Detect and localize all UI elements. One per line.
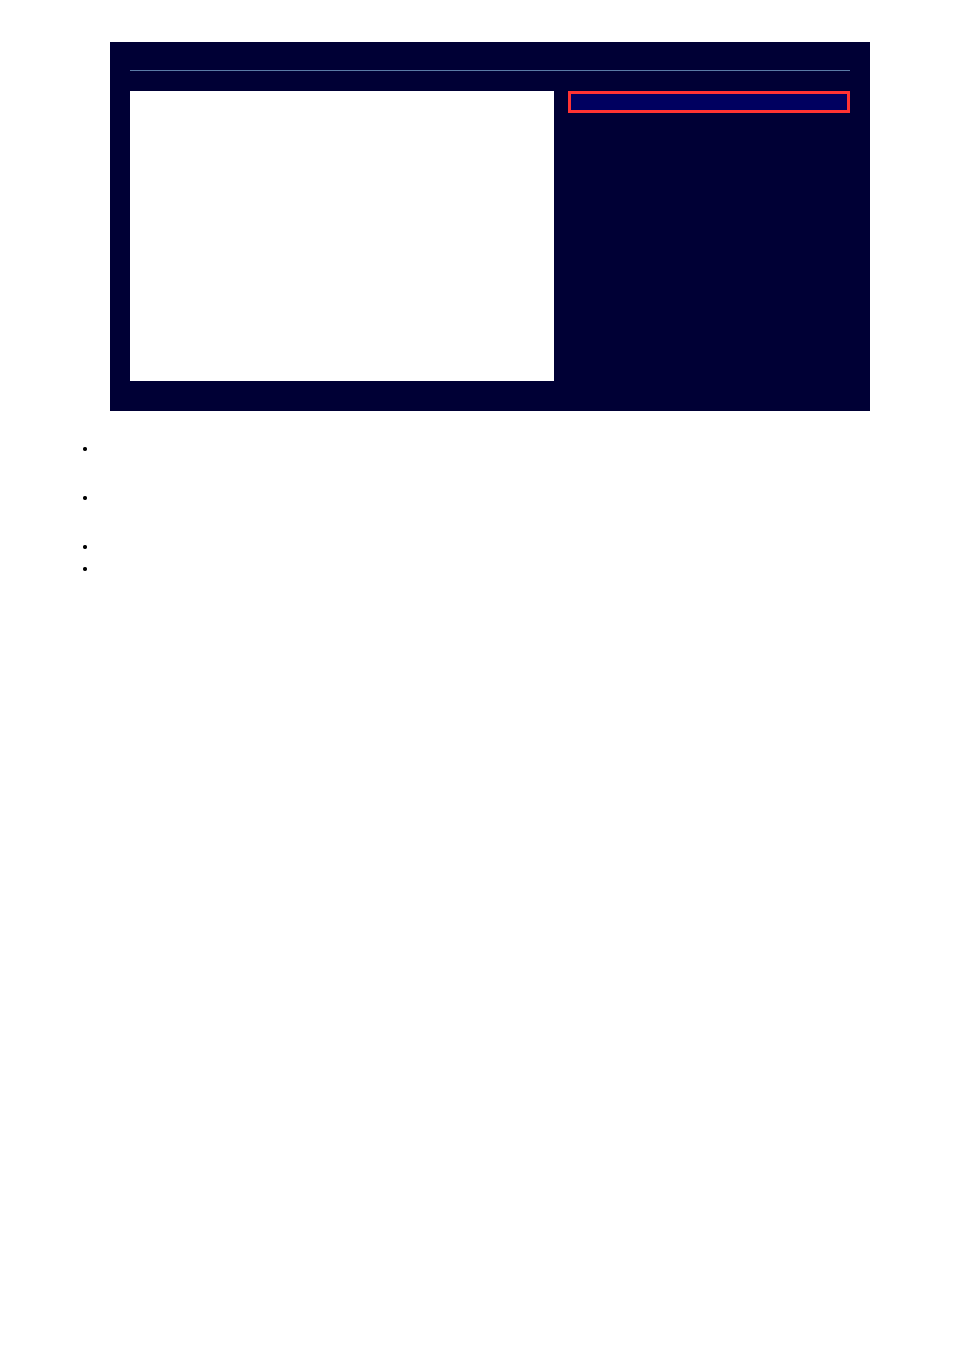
risk-factors-box [568, 91, 850, 113]
bullet-formler [98, 559, 900, 580]
body-text [80, 439, 900, 580]
bullet-graviditet [98, 537, 900, 558]
bullet-falskt-hoga [98, 488, 900, 509]
chart [130, 91, 554, 381]
slide [110, 42, 870, 411]
chart-svg [130, 91, 554, 381]
bullet-falskt-laga [98, 439, 900, 460]
slide-title [130, 66, 850, 71]
